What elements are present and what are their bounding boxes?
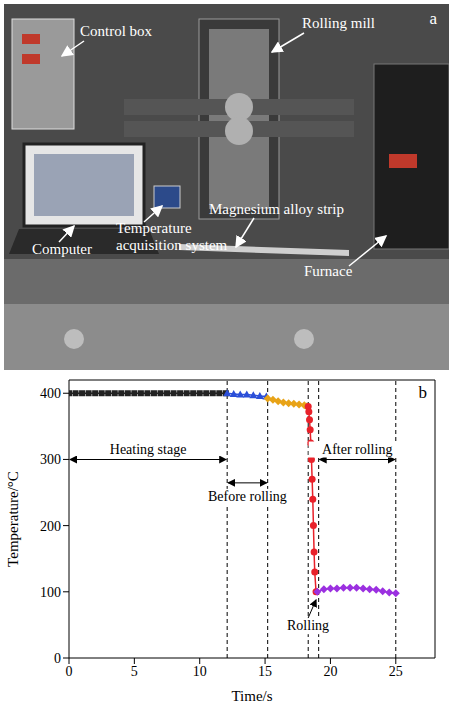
svg-text:Time/s: Time/s (231, 688, 272, 704)
svg-text:400: 400 (40, 386, 61, 401)
svg-text:Temperatureacquisition system: Temperatureacquisition system (116, 220, 228, 253)
svg-text:Rolling: Rolling (287, 618, 329, 633)
svg-text:Before rolling: Before rolling (208, 489, 287, 504)
svg-text:Heating stage: Heating stage (110, 442, 187, 457)
svg-text:300: 300 (40, 452, 61, 467)
svg-text:200: 200 (40, 519, 61, 534)
svg-text:20: 20 (323, 664, 337, 679)
svg-text:25: 25 (389, 664, 403, 679)
svg-text:0: 0 (66, 664, 73, 679)
svg-text:100: 100 (40, 585, 61, 600)
svg-text:15: 15 (258, 664, 272, 679)
svg-text:Rolling mill: Rolling mill (302, 15, 375, 31)
svg-text:0: 0 (54, 651, 61, 666)
svg-text:Temperature/°C: Temperature/°C (5, 471, 21, 567)
svg-text:Magnesium alloy strip: Magnesium alloy strip (209, 201, 344, 217)
svg-text:a: a (429, 9, 437, 28)
svg-text:Computer: Computer (32, 241, 92, 257)
svg-text:Control box: Control box (80, 23, 153, 39)
svg-text:After rolling: After rolling (322, 442, 392, 457)
svg-text:10: 10 (193, 664, 207, 679)
svg-text:5: 5 (131, 664, 138, 679)
svg-text:b: b (419, 383, 428, 402)
svg-text:Furnace: Furnace (304, 263, 353, 279)
